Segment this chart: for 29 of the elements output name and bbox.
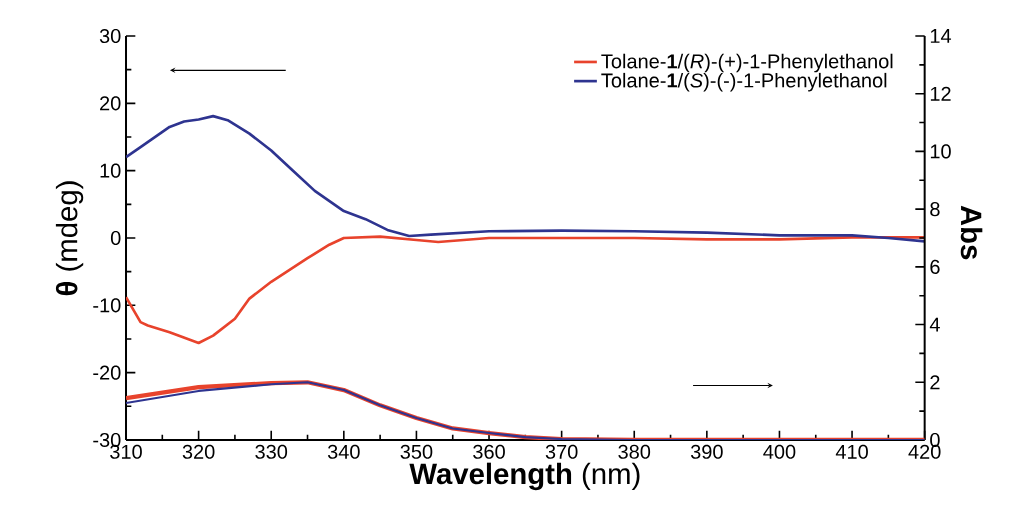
y-tick-label: -10	[93, 298, 121, 313]
y2-tick-label: 10	[930, 144, 951, 159]
y-tick-label: 20	[100, 96, 121, 111]
y2-tick-label: 4	[929, 317, 940, 332]
line-series	[126, 235, 925, 345]
x-tick-label: 410	[835, 444, 868, 459]
y2-tick-label: 12	[930, 86, 951, 101]
x-axis-title: Wavelength (nm)	[409, 462, 640, 491]
legend-label: Tolane-1/(R)-(+)-1-Phenylethanol	[601, 53, 893, 73]
y2-axis-title: Abs	[960, 205, 983, 260]
x-tick-label: 390	[690, 444, 723, 459]
y2-tick-label: 8	[930, 202, 940, 217]
y-tick-label: 30	[99, 28, 121, 44]
x-tick-label: 340	[327, 444, 360, 459]
legend-label: Tolane-1/(S)-(-)-1-Phenylethanol	[601, 72, 887, 92]
x-tick-label: 400	[763, 444, 796, 459]
x-tick-label: 360	[473, 444, 505, 459]
x-tick-label: 370	[545, 444, 578, 459]
y-tick-label: 0	[110, 230, 121, 246]
x-tick-label: 320	[182, 444, 215, 459]
x-tick-label: 380	[618, 444, 651, 459]
y2-tick-label: 14	[930, 29, 952, 43]
y2-tick-label: 2	[930, 375, 940, 390]
y2-tick-label: 6	[930, 259, 940, 274]
y-axis-title: θ (mdeg)	[55, 181, 84, 296]
y-tick-label: 10	[100, 163, 121, 178]
y-tick-label: -20	[93, 365, 121, 380]
x-tick-label: 330	[255, 444, 288, 459]
x-tick-label: 350	[400, 444, 433, 459]
